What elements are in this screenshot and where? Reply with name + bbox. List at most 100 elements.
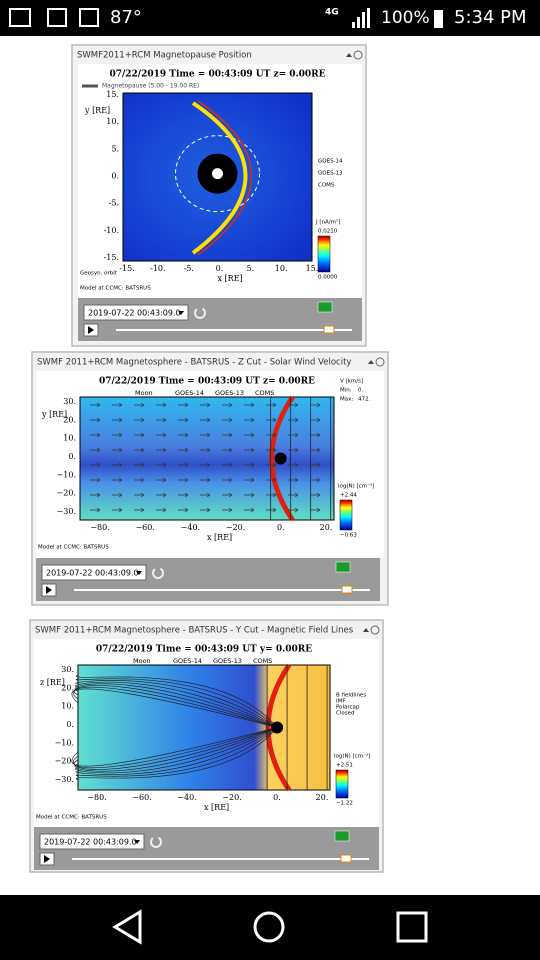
field-line bbox=[75, 727, 278, 775]
home-button[interactable] bbox=[253, 911, 285, 943]
x-axis-label: x [RE] bbox=[218, 274, 243, 283]
flow-arrow bbox=[200, 447, 211, 453]
flow-arrow bbox=[288, 417, 299, 423]
credit: Model at CCMC: BATSRUS bbox=[80, 286, 151, 292]
flow-arrow bbox=[288, 507, 299, 513]
x-axis-label: x [RE] bbox=[204, 803, 229, 812]
note: 472. bbox=[358, 397, 370, 403]
y-tick-label: 15. bbox=[106, 90, 119, 99]
x-tick-label: 0. bbox=[277, 523, 285, 532]
recents-button[interactable] bbox=[396, 911, 428, 943]
time-select[interactable] bbox=[39, 833, 145, 850]
earth bbox=[271, 721, 284, 734]
x-tick-label: −20. bbox=[222, 793, 241, 802]
flow-arrow bbox=[178, 492, 189, 498]
refresh-button[interactable] bbox=[152, 567, 164, 579]
flow-arrow bbox=[200, 402, 211, 408]
colorbar-max: +2.44 bbox=[340, 493, 357, 499]
collapse-icon[interactable] bbox=[363, 628, 369, 632]
flow-arrow bbox=[178, 432, 189, 438]
magnetopause-edge bbox=[197, 100, 253, 256]
x-tick-label: 20. bbox=[316, 793, 329, 802]
back-button[interactable] bbox=[112, 909, 142, 945]
flow-arrow bbox=[222, 417, 233, 423]
flow-arrow bbox=[310, 477, 321, 483]
time-select[interactable] bbox=[83, 304, 189, 321]
flow-arrow bbox=[244, 507, 255, 513]
play-icon bbox=[44, 855, 50, 863]
flag bbox=[334, 830, 350, 842]
time-select[interactable] bbox=[41, 564, 147, 581]
flow-arrow bbox=[178, 417, 189, 423]
legend-item: GOES-14 bbox=[173, 657, 202, 665]
slider-handle[interactable] bbox=[340, 854, 352, 863]
y-axis-label: y [RE] bbox=[84, 106, 110, 115]
time-select-value[interactable]: 2019-07-22 00:43:09.0 bbox=[44, 838, 137, 847]
flow-arrow bbox=[266, 402, 277, 408]
nav-bar bbox=[0, 895, 540, 960]
flow-arrow bbox=[90, 462, 101, 468]
field-line bbox=[75, 681, 278, 728]
y-tick-label: -5. bbox=[109, 199, 119, 208]
flow-arrow bbox=[178, 507, 189, 513]
marker-label: GOES-14 bbox=[318, 159, 343, 165]
y-tick-label: 30. bbox=[63, 397, 76, 406]
close-icon[interactable] bbox=[353, 50, 363, 60]
colorbar-min: −1.22 bbox=[336, 801, 353, 807]
slider-handle[interactable] bbox=[323, 325, 335, 334]
refresh-button[interactable] bbox=[194, 307, 206, 319]
field-line bbox=[71, 727, 278, 767]
flow-arrow bbox=[134, 417, 145, 423]
status-icons bbox=[9, 8, 99, 27]
flow-arrow bbox=[156, 507, 167, 513]
x-tick-label: −80. bbox=[90, 523, 109, 532]
flow-arrow bbox=[244, 492, 255, 498]
flow-arrow bbox=[134, 447, 145, 453]
y-tick-label: −20. bbox=[55, 757, 74, 766]
flow-arrow bbox=[200, 492, 211, 498]
flow-arrow bbox=[310, 447, 321, 453]
flow-arrow bbox=[156, 447, 167, 453]
flow-arrow bbox=[222, 432, 233, 438]
note: Min: bbox=[340, 388, 352, 394]
flow-arrow bbox=[90, 432, 101, 438]
close-icon[interactable] bbox=[375, 357, 385, 367]
collapse-icon[interactable] bbox=[346, 53, 352, 57]
field-line bbox=[75, 727, 278, 774]
widget-title: SWMF2011+RCM Magnetopause Position bbox=[77, 51, 252, 61]
flag bbox=[335, 561, 351, 573]
flow-arrow bbox=[156, 417, 167, 423]
note: Geosyn. orbit bbox=[80, 271, 118, 277]
flow-arrow bbox=[134, 477, 145, 483]
time-select-value[interactable]: 2019-07-22 00:43:09.0 bbox=[88, 309, 181, 318]
flow-arrow bbox=[244, 447, 255, 453]
flow-arrow bbox=[156, 402, 167, 408]
x-tick-label: −20. bbox=[226, 523, 245, 532]
flow-arrow bbox=[112, 507, 123, 513]
x-tick-label: 15. bbox=[306, 264, 319, 273]
close-icon[interactable] bbox=[370, 625, 380, 635]
slider-handle[interactable] bbox=[341, 585, 353, 594]
refresh-button[interactable] bbox=[150, 836, 162, 848]
legend-item: Moon bbox=[133, 657, 151, 665]
time-select-value[interactable]: 2019-07-22 00:43:09.0 bbox=[46, 569, 139, 578]
field-line bbox=[74, 727, 278, 772]
flow-arrow bbox=[288, 432, 299, 438]
x-tick-label: 10. bbox=[275, 264, 288, 273]
flow-arrow bbox=[112, 432, 123, 438]
flow-arrow bbox=[266, 462, 277, 468]
flow-arrow bbox=[200, 432, 211, 438]
battery: 100% bbox=[381, 8, 430, 28]
field-line bbox=[75, 674, 278, 728]
x-tick-label: −80. bbox=[87, 793, 106, 802]
field-line bbox=[71, 688, 278, 728]
flow-arrow bbox=[266, 432, 277, 438]
field-line bbox=[74, 683, 278, 728]
x-tick-label: 0. bbox=[216, 264, 224, 273]
legend-item: GOES-14 bbox=[175, 389, 204, 397]
legend-item: COMS bbox=[255, 389, 274, 397]
field-line bbox=[73, 727, 278, 769]
earth bbox=[274, 452, 287, 465]
collapse-icon[interactable] bbox=[368, 360, 374, 364]
credit: Model at CCMC: BATSRUS bbox=[38, 545, 109, 551]
